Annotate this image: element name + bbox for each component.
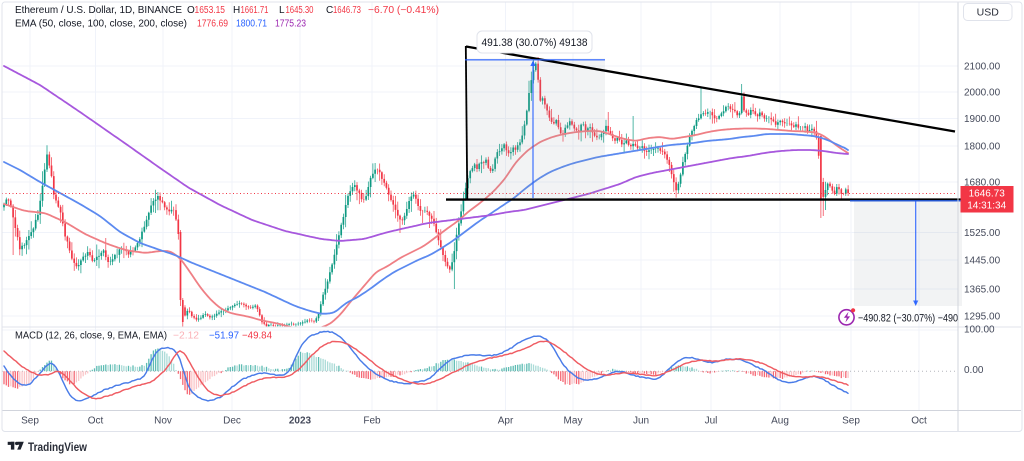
svg-text:1800.71: 1800.71 [236,19,267,30]
svg-text:−6.70 (−0.41%): −6.70 (−0.41%) [368,5,439,16]
svg-text:L: L [279,5,285,16]
svg-text:1775.23: 1775.23 [275,19,306,30]
svg-text:May: May [564,416,583,427]
svg-text:H: H [233,5,240,16]
svg-text:O: O [187,5,195,16]
svg-text:1680.00: 1680.00 [964,178,1001,189]
svg-text:−51.97: −51.97 [209,331,239,342]
svg-text:100.00: 100.00 [964,325,995,336]
svg-text:Apr: Apr [498,416,514,427]
svg-text:1776.69: 1776.69 [197,19,228,30]
svg-text:2000.00: 2000.00 [964,88,1001,99]
svg-text:1645.30: 1645.30 [286,5,314,16]
svg-text:1365.00: 1365.00 [964,285,1001,296]
svg-text:Sep: Sep [842,416,860,427]
svg-text:1295.00: 1295.00 [964,312,1001,323]
svg-text:MACD (12, 26, close, 9, EMA, E: MACD (12, 26, close, 9, EMA, EMA) [15,331,167,342]
svg-text:Oct: Oct [88,416,104,427]
svg-text:491.38 (30.07%) 49138: 491.38 (30.07%) 49138 [482,37,588,49]
svg-text:−49.84: −49.84 [242,331,272,342]
svg-text:2023: 2023 [289,416,312,427]
svg-text:Jun: Jun [633,416,649,427]
svg-text:2100.00: 2100.00 [964,62,1001,73]
svg-text:1525.00: 1525.00 [964,228,1001,239]
svg-text:Feb: Feb [363,416,381,427]
svg-text:1900.00: 1900.00 [964,114,1001,125]
svg-text:USD: USD [977,7,1000,19]
svg-text:1646.73: 1646.73 [333,5,361,16]
svg-text:1445.00: 1445.00 [964,256,1001,267]
svg-text:Dec: Dec [223,416,241,427]
svg-text:1800.00: 1800.00 [964,142,1001,153]
svg-text:0.00: 0.00 [964,365,984,376]
svg-text:TradingView: TradingView [28,442,87,454]
svg-text:Ethereum / U.S. Dollar, 1D, BI: Ethereum / U.S. Dollar, 1D, BINANCE [15,5,182,16]
svg-text:−2.12: −2.12 [173,331,199,342]
svg-text:Sep: Sep [21,416,39,427]
svg-text:Nov: Nov [154,416,172,427]
svg-text:Oct: Oct [911,416,927,427]
svg-text:1661.71: 1661.71 [241,5,269,16]
svg-text:C: C [326,5,333,16]
svg-text:1653.15: 1653.15 [195,5,226,16]
svg-text:Jul: Jul [705,416,718,427]
svg-text:Aug: Aug [771,416,789,427]
svg-text:14:31:34: 14:31:34 [967,201,1006,212]
svg-text:1646.73: 1646.73 [969,189,1006,200]
svg-text:EMA (50, close, 100, close, 20: EMA (50, close, 100, close, 200, close) [15,19,187,30]
svg-text:−490.82 (−30.07%) −490: −490.82 (−30.07%) −490 [858,312,958,324]
